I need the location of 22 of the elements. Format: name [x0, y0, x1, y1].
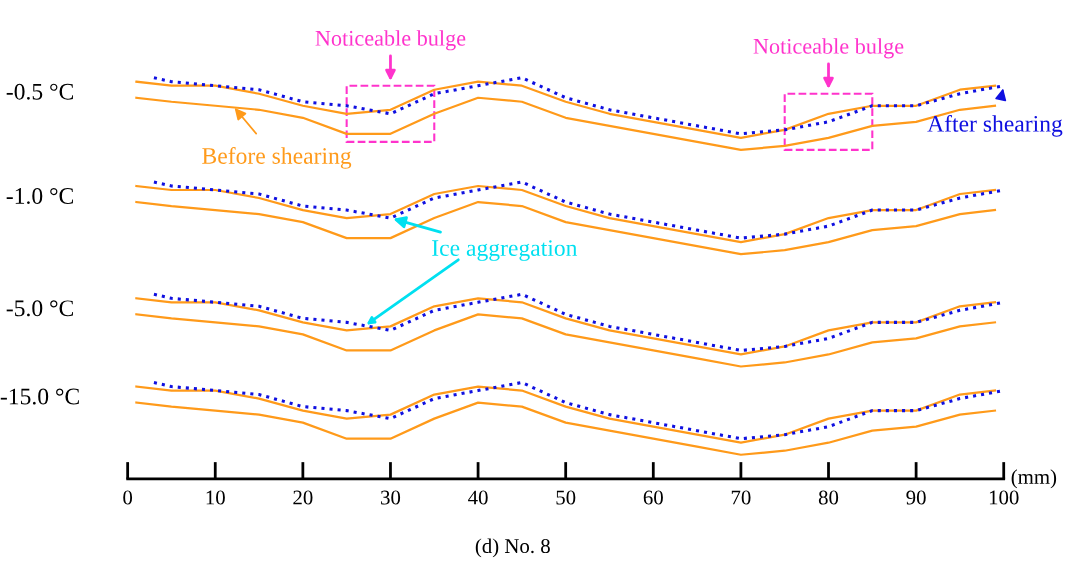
x-tick-label: 30 — [381, 490, 401, 505]
x-tick-label: 20 — [293, 490, 313, 505]
x-tick-label: 100 — [989, 490, 1019, 505]
annotation: After shearing — [927, 114, 1063, 137]
text: (d) No. 8 — [475, 538, 550, 558]
annotation: Noticeable bulge — [315, 30, 466, 51]
text: -0.5 °C — [6, 83, 73, 100]
x-tick-label: 60 — [643, 490, 663, 505]
x-tick-label: 80 — [818, 490, 839, 505]
x-tick-label: 40 — [468, 490, 488, 505]
annotation: Before shearing — [202, 147, 352, 169]
x-tick-label: 70 — [731, 490, 751, 505]
annotation: Noticeable bulge — [753, 38, 904, 59]
x-tick-label: 10 — [206, 490, 225, 505]
x-axis-title: (mm) — [1011, 469, 1057, 489]
annotation: Ice aggregation — [432, 240, 578, 261]
x-tick-label: 0 — [123, 490, 133, 505]
text: -5.0 °C — [6, 300, 73, 317]
x-tick-label: 50 — [556, 490, 576, 505]
text: -15.0 °C — [0, 388, 79, 405]
text: -1.0 °C — [6, 188, 73, 205]
x-tick-label: 90 — [906, 490, 926, 505]
